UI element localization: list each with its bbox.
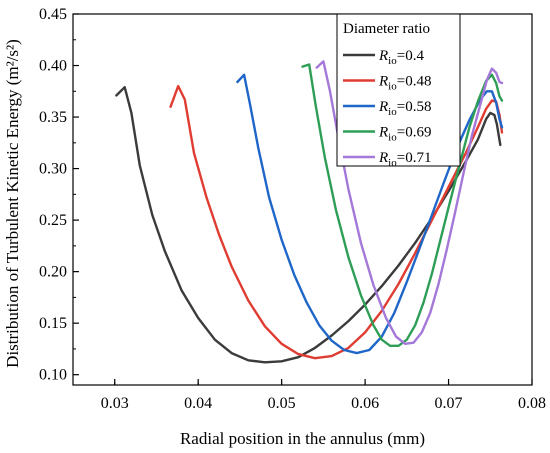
y-tick-label: 0.15 xyxy=(39,315,67,332)
x-axis-title: Radial position in the annulus (mm) xyxy=(180,429,425,448)
legend-title: Diameter ratio xyxy=(343,21,430,37)
y-tick-label: 0.20 xyxy=(39,264,67,281)
legend-label-2: Rio=0.48 xyxy=(378,74,431,93)
legend: Diameter ratio Rio=0.4 Rio=0.48 Rio=0.58 Ri… xyxy=(336,13,461,169)
y-tick-label: 0.30 xyxy=(39,161,67,178)
legend-label-5: Rio=0.71 xyxy=(378,150,431,169)
legend-box xyxy=(336,13,461,167)
y-axis-title: Distribution of Turbulent Kinetic Energy… xyxy=(3,39,22,368)
x-tick-label: 0.07 xyxy=(435,395,463,412)
series-line-5 xyxy=(315,60,504,345)
x-tick-label: 0.08 xyxy=(518,395,546,412)
x-tick-label: 0.06 xyxy=(351,395,379,412)
y-tick-label: 0.25 xyxy=(39,212,67,229)
y-tick-label: 0.40 xyxy=(39,58,67,75)
series-line-2 xyxy=(169,84,504,360)
plot-frame xyxy=(72,13,533,386)
legend-label-4: Rio=0.69 xyxy=(378,125,431,144)
y-tick-label: 0.35 xyxy=(39,109,67,126)
series-line-1 xyxy=(115,86,502,364)
x-tick-label: 0.03 xyxy=(101,395,129,412)
x-tick-label: 0.04 xyxy=(184,395,212,412)
series-line-3 xyxy=(236,73,504,355)
y-tick-label: 0.10 xyxy=(39,367,67,384)
x-tick-label: 0.05 xyxy=(268,395,296,412)
legend-label-3: Rio=0.58 xyxy=(378,99,431,118)
legend-label-1: Rio=0.4 xyxy=(378,48,424,67)
plot-area xyxy=(115,60,504,364)
axes: 0.03 0.04 0.05 0.06 0.07 0.08 0.10 0.15 0.20 0.25… xyxy=(3,6,546,448)
y-tick-label: 0.45 xyxy=(39,6,67,23)
